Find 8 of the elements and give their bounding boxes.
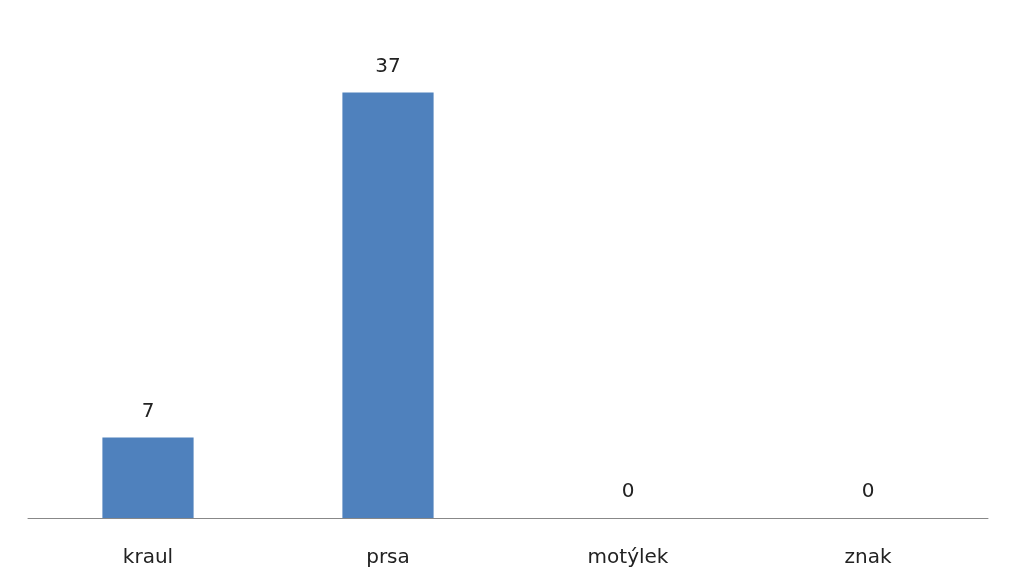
- data-label: 7: [141, 397, 155, 422]
- data-label: 0: [621, 478, 635, 502]
- data-label: 0: [861, 478, 875, 502]
- x-tick-label: kraul: [122, 544, 174, 568]
- x-tick-label: znak: [844, 544, 892, 568]
- x-tick-label: motýlek: [587, 544, 669, 568]
- data-label: 37: [375, 52, 401, 77]
- x-tick-label: prsa: [366, 544, 410, 568]
